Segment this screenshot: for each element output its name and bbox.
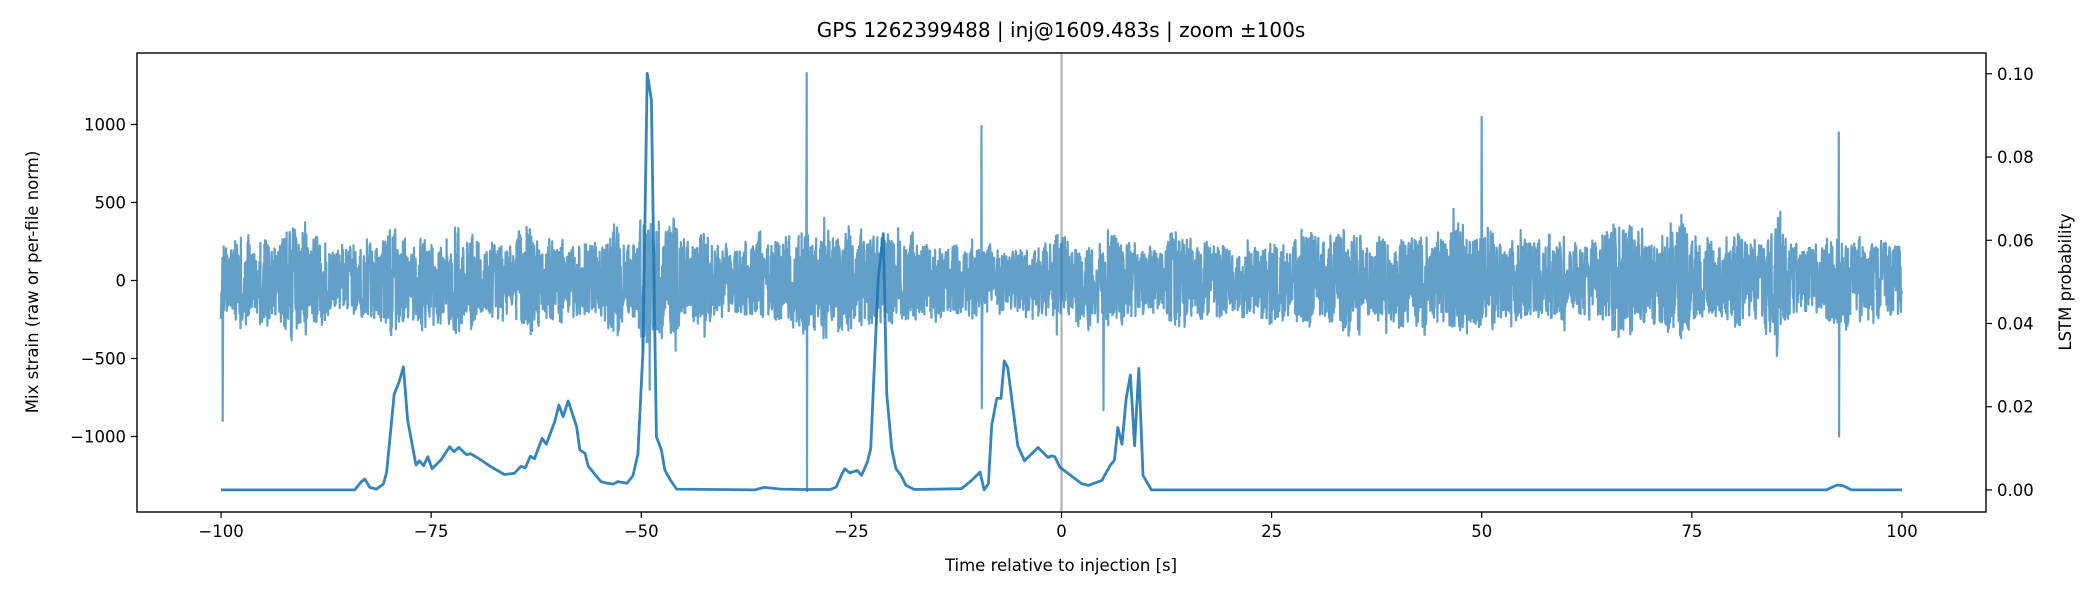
x-axis-label: Time relative to injection [s] [944, 556, 1177, 575]
x-tick-label: 50 [1471, 522, 1492, 541]
y-axis-right-label: LSTM probability [2056, 213, 2075, 350]
y-axis-left: −1000 −500 0 500 1000 [70, 115, 137, 446]
lstm-probability-line [221, 72, 1902, 492]
y-tick-label: 1000 [84, 115, 126, 134]
strain-series-line [219, 71, 1904, 493]
y2-tick-label: 0.08 [1997, 148, 2034, 167]
y-tick-label: −1000 [70, 427, 126, 446]
x-tick-label: 75 [1681, 522, 1702, 541]
y-tick-label: 0 [116, 271, 127, 290]
y-tick-label: 500 [95, 193, 127, 212]
x-tick-label: −100 [198, 522, 243, 541]
y-axis-right: 0.00 0.02 0.04 0.06 0.08 0.10 [1986, 65, 2034, 500]
x-tick-label: −50 [624, 522, 659, 541]
y-tick-label: −500 [81, 349, 126, 368]
y2-tick-label: 0.04 [1997, 314, 2034, 333]
x-tick-label: 0 [1056, 522, 1067, 541]
x-tick-label: −25 [834, 522, 869, 541]
x-axis: −100 −75 −50 −25 0 25 50 75 100 [198, 512, 1918, 541]
chart-title: GPS 1262399488 | inj@1609.483s | zoom ±1… [817, 18, 1306, 42]
y2-tick-label: 0.00 [1997, 481, 2034, 500]
x-tick-label: −75 [414, 522, 449, 541]
x-tick-label: 25 [1261, 522, 1282, 541]
y2-tick-label: 0.06 [1997, 231, 2034, 250]
y2-tick-label: 0.10 [1997, 65, 2034, 84]
x-tick-label: 100 [1886, 522, 1918, 541]
y-axis-left-label: Mix strain (raw or per-file norm) [23, 151, 42, 414]
plot-area: −100 −75 −50 −25 0 25 50 75 100 −1000 −500 0 500 100… [70, 52, 2034, 541]
y2-tick-label: 0.02 [1997, 398, 2034, 417]
